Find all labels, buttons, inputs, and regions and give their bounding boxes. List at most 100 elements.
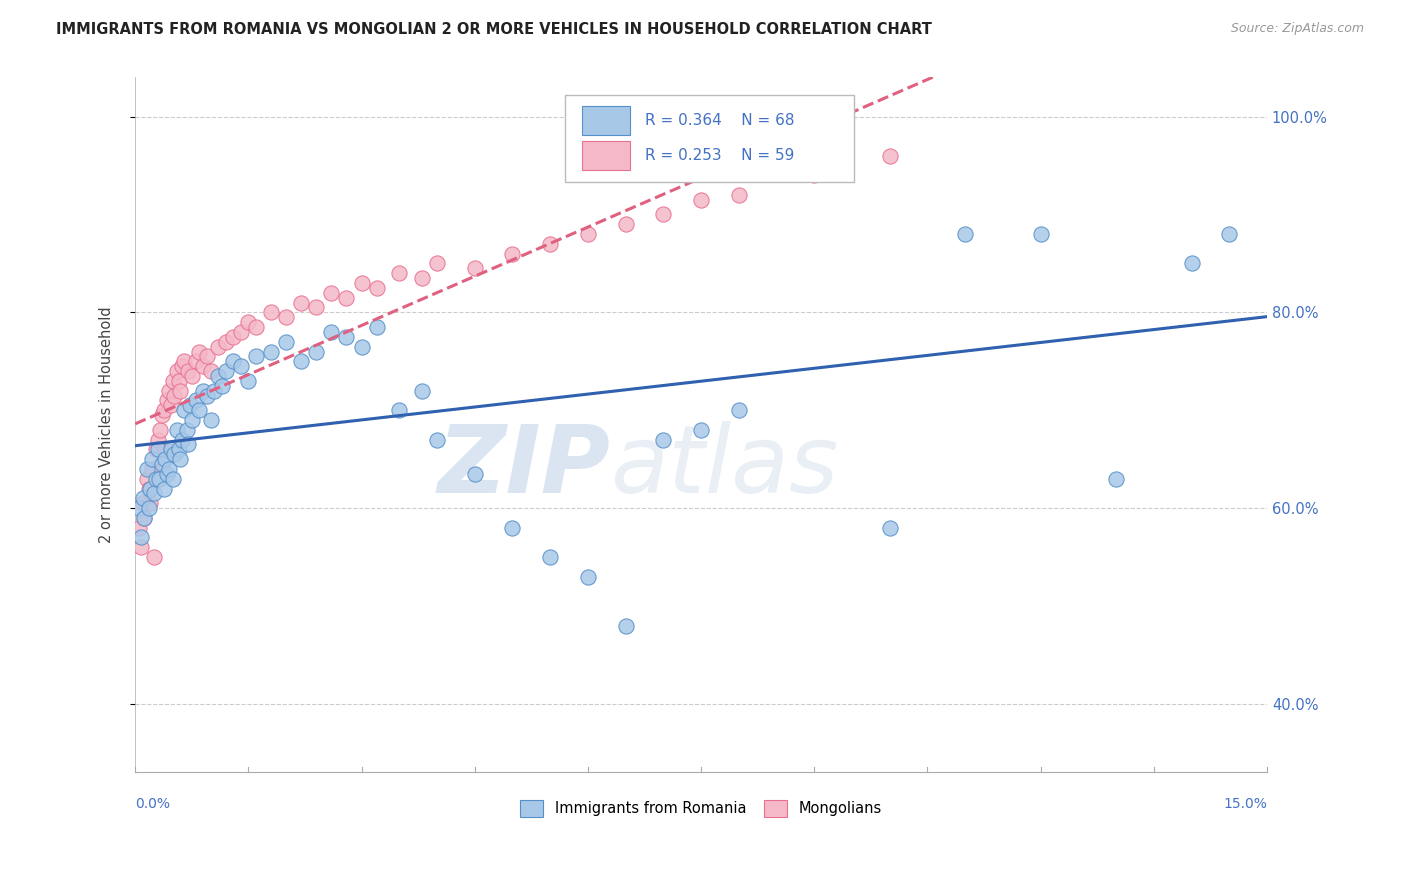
Point (148, 472, 170, 486)
Point (143, 486, 166, 500)
Point (290, 295, 312, 310)
Legend: Immigrants from Romania, Mongolians: Immigrants from Romania, Mongolians (513, 793, 890, 824)
Point (167, 374, 190, 388)
Point (138, 482, 160, 496)
Point (170, 359, 193, 374)
Point (245, 320, 267, 334)
Point (162, 472, 184, 486)
Point (166, 423, 188, 437)
Point (132, 491, 155, 506)
Point (143, 549, 166, 564)
Point (141, 462, 163, 476)
Point (146, 433, 169, 447)
Point (128, 501, 150, 516)
Point (229, 325, 252, 339)
Point (245, 350, 267, 364)
Point (238, 374, 260, 388)
Point (184, 393, 207, 408)
Point (614, 217, 637, 231)
Point (260, 305, 283, 319)
Point (501, 246, 523, 260)
Point (464, 467, 486, 481)
Point (1105, 472, 1128, 486)
Point (215, 334, 238, 349)
Point (229, 359, 252, 374)
Point (274, 310, 297, 325)
Point (727, 187, 749, 202)
Point (177, 364, 200, 378)
Point (169, 452, 191, 467)
Text: ZIP: ZIP (437, 421, 610, 513)
Point (134, 511, 156, 525)
Point (128, 521, 150, 535)
Point (157, 462, 180, 476)
Point (153, 482, 176, 496)
Point (145, 472, 167, 486)
Point (538, 236, 561, 251)
Point (167, 442, 190, 457)
FancyBboxPatch shape (582, 106, 630, 136)
Point (953, 227, 976, 241)
Point (366, 281, 388, 295)
Point (141, 452, 163, 467)
Point (195, 388, 218, 402)
Point (305, 301, 328, 315)
Point (426, 433, 449, 447)
Point (138, 501, 160, 516)
Point (411, 384, 433, 398)
Point (163, 388, 186, 402)
Point (538, 549, 561, 564)
Point (464, 261, 486, 276)
Point (1180, 256, 1202, 270)
Point (335, 330, 357, 344)
Point (160, 398, 183, 412)
Point (173, 354, 195, 368)
Point (184, 354, 207, 368)
Point (150, 408, 173, 422)
Point (149, 423, 172, 437)
Point (803, 169, 825, 183)
Point (335, 291, 357, 305)
Point (200, 413, 222, 427)
Point (879, 149, 901, 163)
Point (1218, 227, 1240, 241)
Point (426, 256, 449, 270)
Text: R = 0.364    N = 68: R = 0.364 N = 68 (644, 113, 794, 128)
Point (652, 207, 675, 221)
Point (129, 531, 152, 545)
Y-axis label: 2 or more Vehicles in Household: 2 or more Vehicles in Household (100, 307, 114, 543)
Point (160, 442, 183, 457)
Point (188, 344, 211, 359)
Point (879, 521, 901, 535)
Point (191, 384, 214, 398)
Text: Source: ZipAtlas.com: Source: ZipAtlas.com (1230, 22, 1364, 36)
Point (146, 442, 169, 457)
Text: R = 0.253    N = 59: R = 0.253 N = 59 (644, 148, 794, 163)
Point (139, 482, 162, 496)
Point (222, 354, 245, 368)
Point (134, 511, 156, 525)
Point (155, 452, 177, 467)
Point (200, 364, 222, 378)
Point (150, 457, 173, 471)
Point (690, 423, 713, 437)
Point (135, 462, 157, 476)
Point (260, 344, 283, 359)
Text: IMMIGRANTS FROM ROMANIA VS MONGOLIAN 2 OR MORE VEHICLES IN HOUSEHOLD CORRELATION: IMMIGRANTS FROM ROMANIA VS MONGOLIAN 2 O… (56, 22, 932, 37)
Point (132, 496, 155, 510)
Point (180, 368, 202, 383)
Point (321, 325, 343, 339)
Point (180, 413, 202, 427)
Point (156, 393, 179, 408)
Text: 0.0%: 0.0% (135, 797, 170, 811)
Point (803, 139, 825, 153)
Point (176, 423, 198, 437)
Point (388, 403, 411, 417)
Point (157, 384, 180, 398)
Point (350, 340, 373, 354)
Point (366, 320, 388, 334)
Point (188, 403, 211, 417)
Point (576, 569, 599, 583)
Point (129, 541, 152, 555)
Point (195, 350, 218, 364)
